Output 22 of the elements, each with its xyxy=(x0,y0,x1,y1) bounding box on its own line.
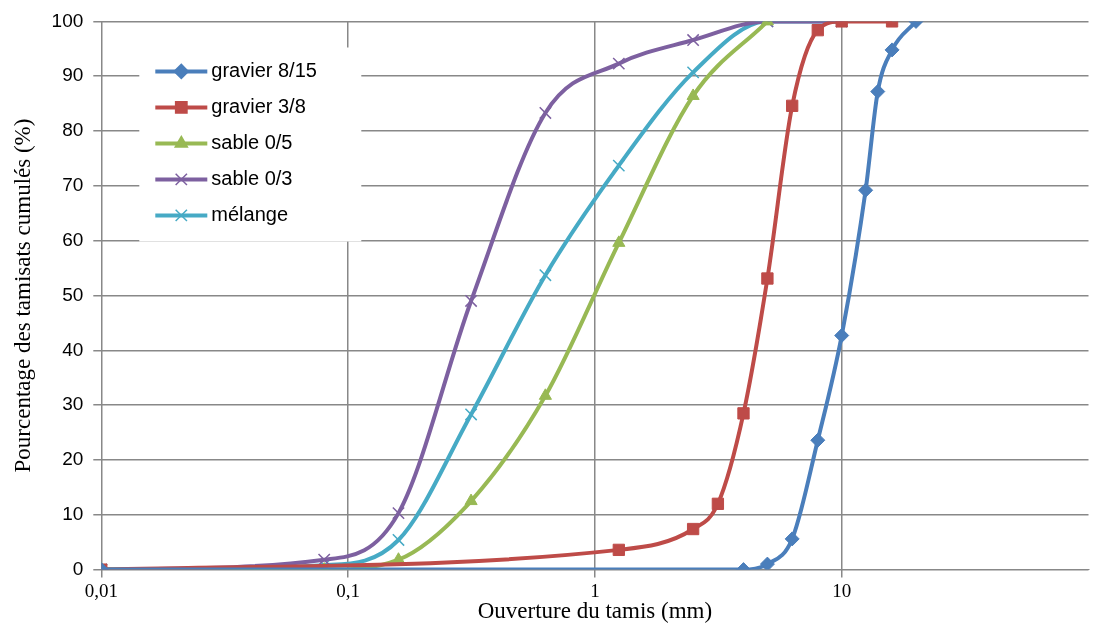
x-tick-label: 1 xyxy=(590,579,600,601)
legend-label: gravier 8/15 xyxy=(211,58,317,81)
y-tick-label: 100 xyxy=(51,9,84,31)
y-tick-label: 40 xyxy=(62,338,84,360)
x-tick-label: 10 xyxy=(832,579,852,601)
y-tick-label: 70 xyxy=(62,174,84,196)
x-tick-label: 0,1 xyxy=(336,579,360,601)
y-tick-label: 80 xyxy=(62,119,84,141)
legend-label: sable 0/3 xyxy=(211,166,293,189)
y-tick-label: 10 xyxy=(62,503,84,525)
y-tick-label: 20 xyxy=(62,448,84,470)
y-tick-label: 30 xyxy=(62,393,84,415)
legend-label: sable 0/5 xyxy=(211,130,293,153)
legend-label: gravier 3/8 xyxy=(211,94,306,117)
legend-label: mélange xyxy=(211,202,289,225)
y-tick-label: 90 xyxy=(62,64,84,86)
y-axis-title: Pourcentage des tamisats cumulés (%) xyxy=(9,118,35,473)
y-tick-label: 50 xyxy=(62,283,84,305)
y-tick-label: 0 xyxy=(72,557,84,579)
x-tick-label: 0,01 xyxy=(84,579,118,601)
x-axis-title: Ouverture du tamis (mm) xyxy=(477,598,713,624)
y-tick-label: 60 xyxy=(62,228,84,250)
